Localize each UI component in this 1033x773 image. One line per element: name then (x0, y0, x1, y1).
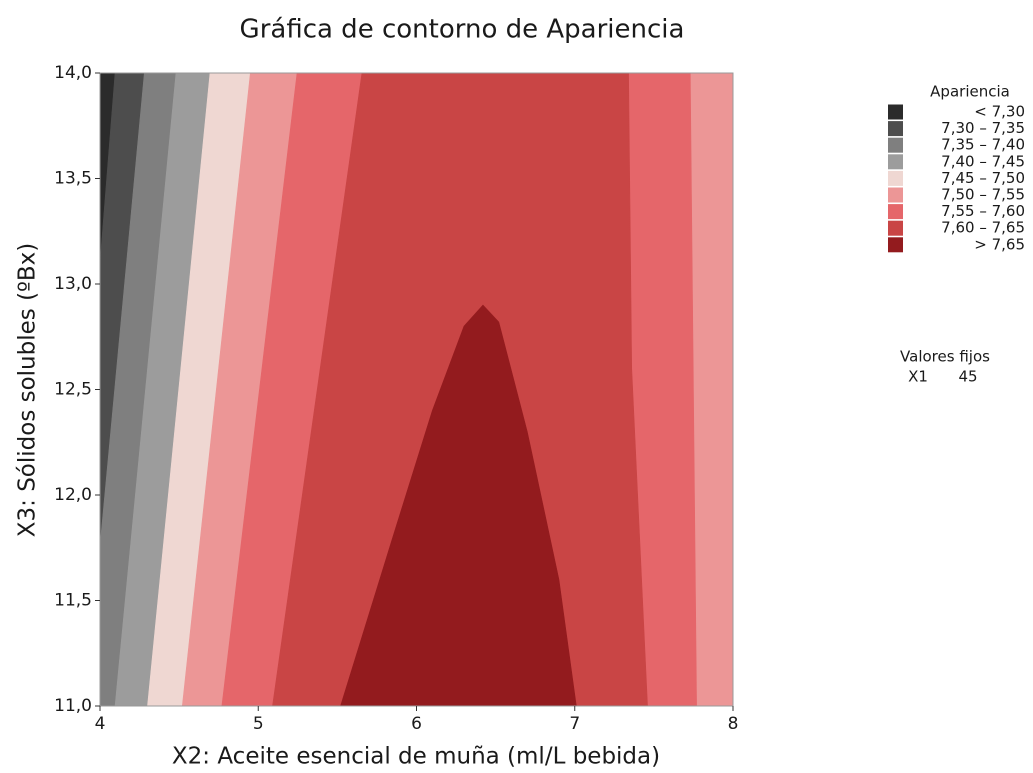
x-axis-label: X2: Aceite esencial de muña (ml/L bebida… (172, 744, 660, 770)
contour-region (689, 72, 734, 707)
y-tick-label: 11,0 (54, 696, 92, 716)
legend-label: 7,40 – 7,45 (941, 152, 1025, 170)
x-tick-label: 4 (95, 714, 106, 734)
legend-swatch (888, 121, 903, 137)
y-tick-label: 13,0 (54, 274, 92, 294)
legend-label: 7,60 – 7,65 (941, 219, 1025, 237)
y-tick-label: 14,0 (54, 63, 92, 83)
legend-swatch (888, 204, 903, 220)
legend-label: < 7,30 (974, 103, 1025, 121)
y-tick-label: 13,5 (54, 169, 92, 189)
fixed-value: 45 (958, 368, 977, 386)
legend-swatch (888, 137, 903, 153)
legend-swatch (888, 170, 903, 186)
fixed-title: Valores fijos (900, 348, 990, 366)
contour-region (340, 304, 577, 707)
y-tick-label: 12,0 (54, 485, 92, 505)
x-tick-label: 5 (253, 714, 264, 734)
legend-swatch (888, 104, 903, 120)
fixed-name: X1 (908, 368, 928, 386)
x-tick-label: 6 (411, 714, 422, 734)
legend-label: > 7,65 (974, 235, 1025, 253)
legend-label: 7,55 – 7,60 (941, 202, 1025, 220)
legend-label: 7,35 – 7,40 (941, 136, 1025, 154)
x-tick-label: 7 (569, 714, 580, 734)
y-tick-label: 11,5 (54, 591, 92, 611)
legend-swatch (888, 237, 903, 253)
y-axis-label: X3: Sólidos solubles (ºBx) (15, 243, 41, 538)
y-tick-label: 12,5 (54, 380, 92, 400)
legend-swatch (888, 220, 903, 236)
legend-label: 7,45 – 7,50 (941, 169, 1025, 187)
chart-title: Gráfica de contorno de Apariencia (240, 15, 685, 45)
legend-swatch (888, 154, 903, 170)
legend-swatch (888, 187, 903, 203)
legend-label: 7,50 – 7,55 (941, 186, 1025, 204)
legend-label: 7,30 – 7,35 (941, 119, 1025, 137)
x-tick-label: 8 (728, 714, 739, 734)
legend-title: Apariencia (930, 83, 1010, 101)
